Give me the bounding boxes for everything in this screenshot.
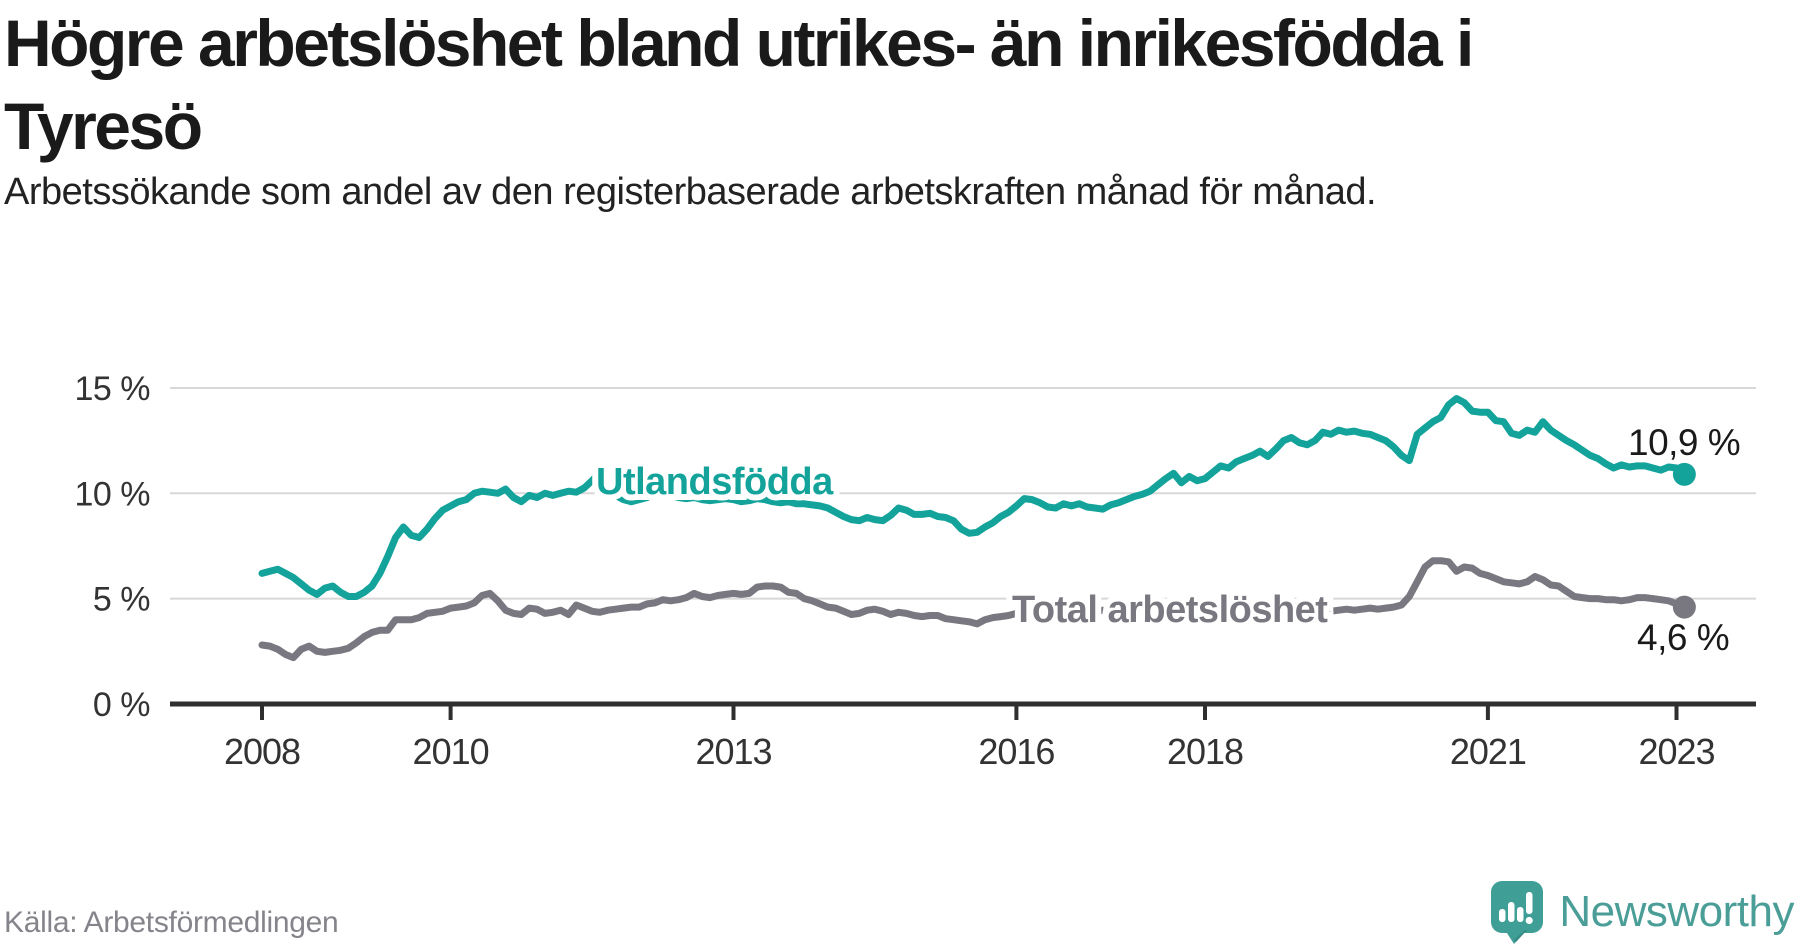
utlandsfodda-end-dot xyxy=(1672,462,1696,486)
total-arbetsloshet-line xyxy=(258,557,1688,662)
total-arbetsloshet-series-label: Total arbetslöshet xyxy=(1012,589,1328,631)
chart-title: Högre arbetslöshet bland utrikes- än inr… xyxy=(4,6,1474,164)
utlandsfodda-end-value-label: 10,9 % xyxy=(1628,422,1740,463)
x-axis-label-2023: 2023 xyxy=(1638,731,1714,772)
utlandsfodda-series-label: Utlandsfödda xyxy=(596,461,834,503)
total-arbetsloshet-end-dot xyxy=(1672,595,1696,619)
x-axis-label-2008: 2008 xyxy=(224,731,300,772)
y-axis-label-10: 10 % xyxy=(75,475,151,513)
chart-subtitle: Arbetssökande som andel av den registerb… xyxy=(4,171,1377,213)
utlandsfodda-line xyxy=(258,395,1688,600)
y-axis-label-15: 15 % xyxy=(75,370,151,408)
x-axis-label-2010: 2010 xyxy=(413,731,489,772)
newsworthy-logo-icon xyxy=(1491,881,1544,944)
x-axis-label-2013: 2013 xyxy=(695,731,771,772)
y-axis-label-5: 5 % xyxy=(93,581,150,619)
y-axis-label-0: 0 % xyxy=(93,686,150,724)
source-text: Källa: Arbetsförmedlingen xyxy=(4,906,339,939)
newsworthy-logo: Newsworthy xyxy=(1489,880,1794,944)
x-axis-label-2016: 2016 xyxy=(978,731,1054,772)
total-arbetsloshet-end-value-label: 4,6 % xyxy=(1637,617,1729,658)
x-axis-label-2018: 2018 xyxy=(1167,731,1243,772)
x-axis-label-2021: 2021 xyxy=(1450,731,1526,772)
newsworthy-logo-text: Newsworthy xyxy=(1559,887,1794,936)
